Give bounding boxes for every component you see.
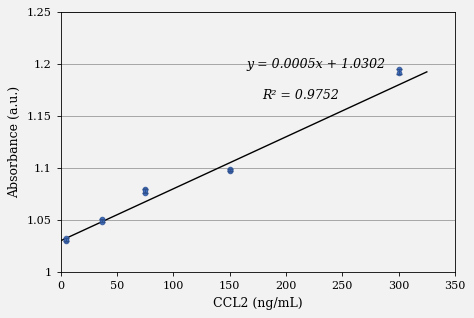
Point [226,169,234,174]
Point [141,187,149,192]
Point [63,238,70,244]
X-axis label: CCL2 (ng/mL): CCL2 (ng/mL) [213,297,303,310]
Point [141,186,149,191]
Point [395,70,402,75]
Y-axis label: Absorbance (a.u.): Absorbance (a.u.) [9,86,21,198]
Point [226,167,234,172]
Text: y = 0.0005x + 1.0302: y = 0.0005x + 1.0302 [246,58,385,71]
Point [99,218,106,223]
Point [99,220,106,225]
Text: R² = 0.9752: R² = 0.9752 [262,89,339,102]
Point [63,237,70,242]
Point [226,168,234,173]
Point [99,217,106,222]
Point [395,67,402,72]
Point [63,235,70,240]
Point [141,190,149,196]
